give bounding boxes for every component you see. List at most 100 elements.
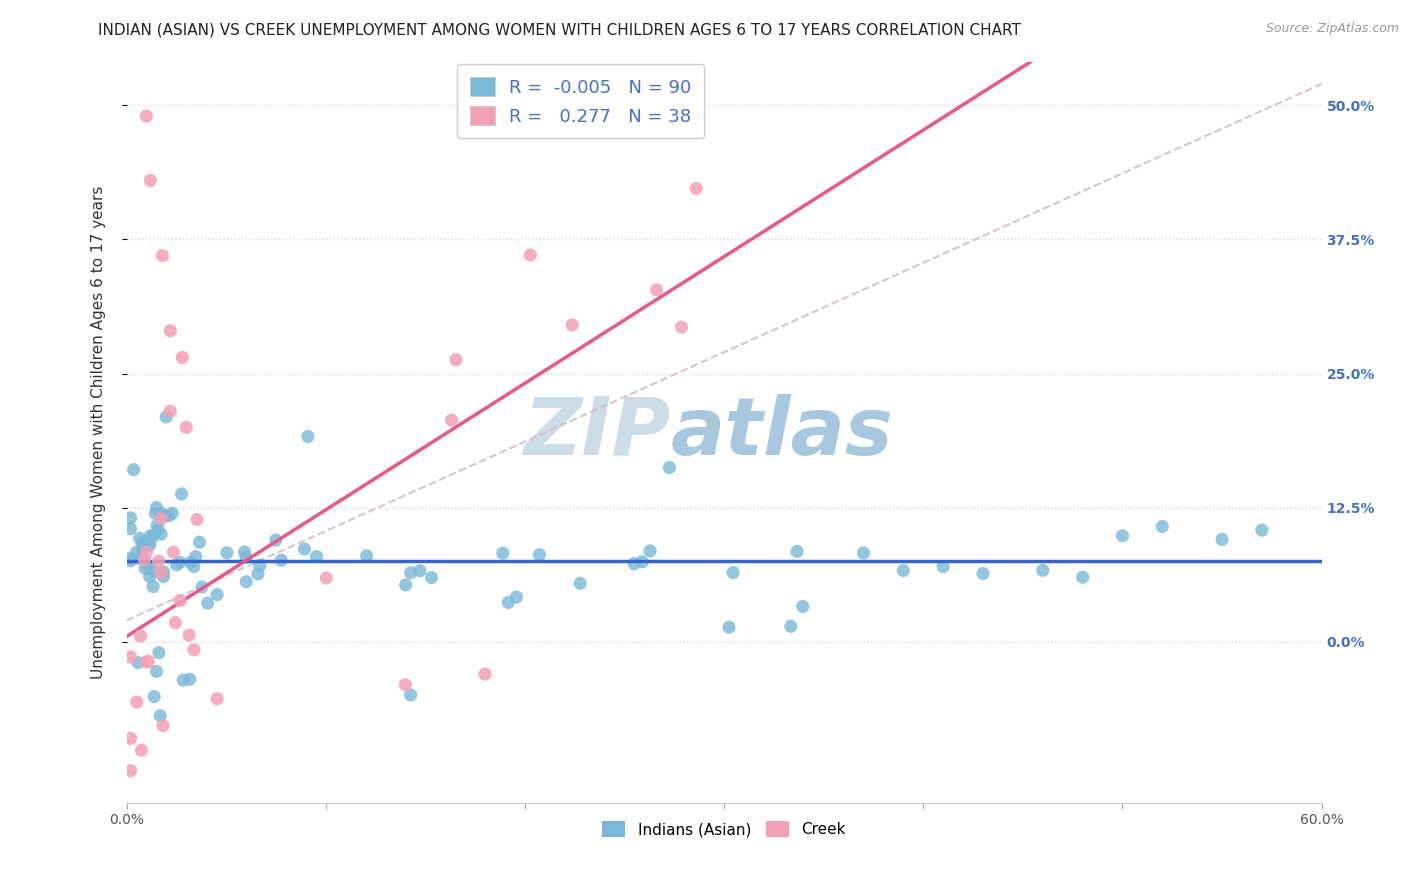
Point bbox=[246, 566, 269, 581]
Point bbox=[155, 409, 177, 424]
Point bbox=[150, 511, 173, 525]
Point bbox=[786, 544, 808, 558]
Point bbox=[474, 667, 496, 681]
Point bbox=[150, 507, 173, 521]
Point bbox=[1071, 570, 1094, 584]
Point bbox=[172, 351, 194, 365]
Point bbox=[972, 566, 994, 581]
Point bbox=[131, 537, 153, 551]
Point bbox=[529, 548, 551, 562]
Point bbox=[638, 544, 661, 558]
Point bbox=[205, 588, 228, 602]
Point bbox=[150, 527, 173, 541]
Point bbox=[1111, 529, 1133, 543]
Point bbox=[498, 595, 520, 609]
Point bbox=[166, 558, 188, 572]
Y-axis label: Unemployment Among Women with Children Ages 6 to 17 years: Unemployment Among Women with Children A… bbox=[91, 186, 105, 680]
Point bbox=[120, 551, 142, 566]
Point bbox=[294, 542, 316, 557]
Point bbox=[136, 558, 159, 573]
Point bbox=[394, 678, 416, 692]
Point bbox=[120, 511, 142, 525]
Point bbox=[139, 529, 162, 543]
Point bbox=[142, 564, 165, 578]
Point bbox=[152, 569, 174, 583]
Point bbox=[146, 518, 169, 533]
Point bbox=[420, 571, 443, 585]
Point bbox=[1211, 533, 1233, 547]
Point bbox=[399, 688, 422, 702]
Point bbox=[143, 507, 166, 521]
Point bbox=[399, 566, 422, 580]
Point bbox=[172, 673, 194, 687]
Point bbox=[658, 460, 681, 475]
Point bbox=[685, 181, 707, 195]
Point bbox=[519, 248, 541, 262]
Point bbox=[215, 546, 238, 560]
Point bbox=[569, 576, 592, 591]
Point bbox=[180, 556, 202, 570]
Point bbox=[165, 615, 187, 630]
Point bbox=[356, 549, 378, 563]
Point bbox=[932, 559, 955, 574]
Point bbox=[131, 541, 153, 556]
Point bbox=[135, 545, 157, 559]
Point bbox=[134, 561, 156, 575]
Point bbox=[146, 524, 169, 538]
Point bbox=[127, 656, 149, 670]
Point bbox=[1032, 563, 1054, 577]
Point bbox=[249, 558, 271, 573]
Point bbox=[1152, 519, 1174, 533]
Point bbox=[157, 508, 180, 523]
Point bbox=[170, 487, 193, 501]
Point bbox=[315, 571, 337, 585]
Point bbox=[792, 599, 814, 614]
Text: INDIAN (ASIAN) VS CREEK UNEMPLOYMENT AMONG WOMEN WITH CHILDREN AGES 6 TO 17 YEAR: INDIAN (ASIAN) VS CREEK UNEMPLOYMENT AMO… bbox=[98, 22, 1021, 37]
Point bbox=[852, 546, 875, 560]
Point bbox=[188, 535, 211, 549]
Point bbox=[645, 283, 668, 297]
Point bbox=[128, 551, 150, 566]
Point bbox=[131, 743, 153, 757]
Point bbox=[179, 628, 201, 642]
Point bbox=[505, 590, 527, 604]
Point bbox=[138, 538, 160, 552]
Point bbox=[179, 673, 201, 687]
Text: ZIP: ZIP bbox=[523, 393, 671, 472]
Point bbox=[129, 629, 152, 643]
Point bbox=[1250, 523, 1272, 537]
Point bbox=[139, 173, 162, 187]
Point bbox=[891, 564, 914, 578]
Point bbox=[145, 500, 167, 515]
Point bbox=[138, 654, 160, 668]
Point bbox=[135, 655, 157, 669]
Point bbox=[162, 545, 184, 559]
Point bbox=[128, 531, 150, 545]
Point bbox=[120, 554, 142, 568]
Point bbox=[120, 522, 142, 536]
Point bbox=[264, 533, 287, 547]
Point bbox=[186, 512, 208, 526]
Point bbox=[153, 508, 176, 523]
Point bbox=[169, 555, 191, 569]
Point bbox=[184, 549, 207, 564]
Point bbox=[191, 580, 214, 594]
Point bbox=[145, 665, 167, 679]
Point bbox=[142, 529, 165, 543]
Point bbox=[152, 565, 174, 579]
Point bbox=[297, 429, 319, 443]
Point bbox=[671, 320, 693, 334]
Point bbox=[623, 557, 645, 571]
Point bbox=[120, 731, 142, 746]
Point bbox=[142, 580, 165, 594]
Point bbox=[721, 566, 744, 580]
Point bbox=[444, 352, 467, 367]
Text: Source: ZipAtlas.com: Source: ZipAtlas.com bbox=[1265, 22, 1399, 36]
Point bbox=[150, 249, 174, 263]
Point bbox=[169, 593, 191, 607]
Point bbox=[138, 536, 160, 550]
Point bbox=[395, 578, 418, 592]
Point bbox=[150, 566, 173, 580]
Point bbox=[183, 559, 205, 574]
Point bbox=[148, 646, 170, 660]
